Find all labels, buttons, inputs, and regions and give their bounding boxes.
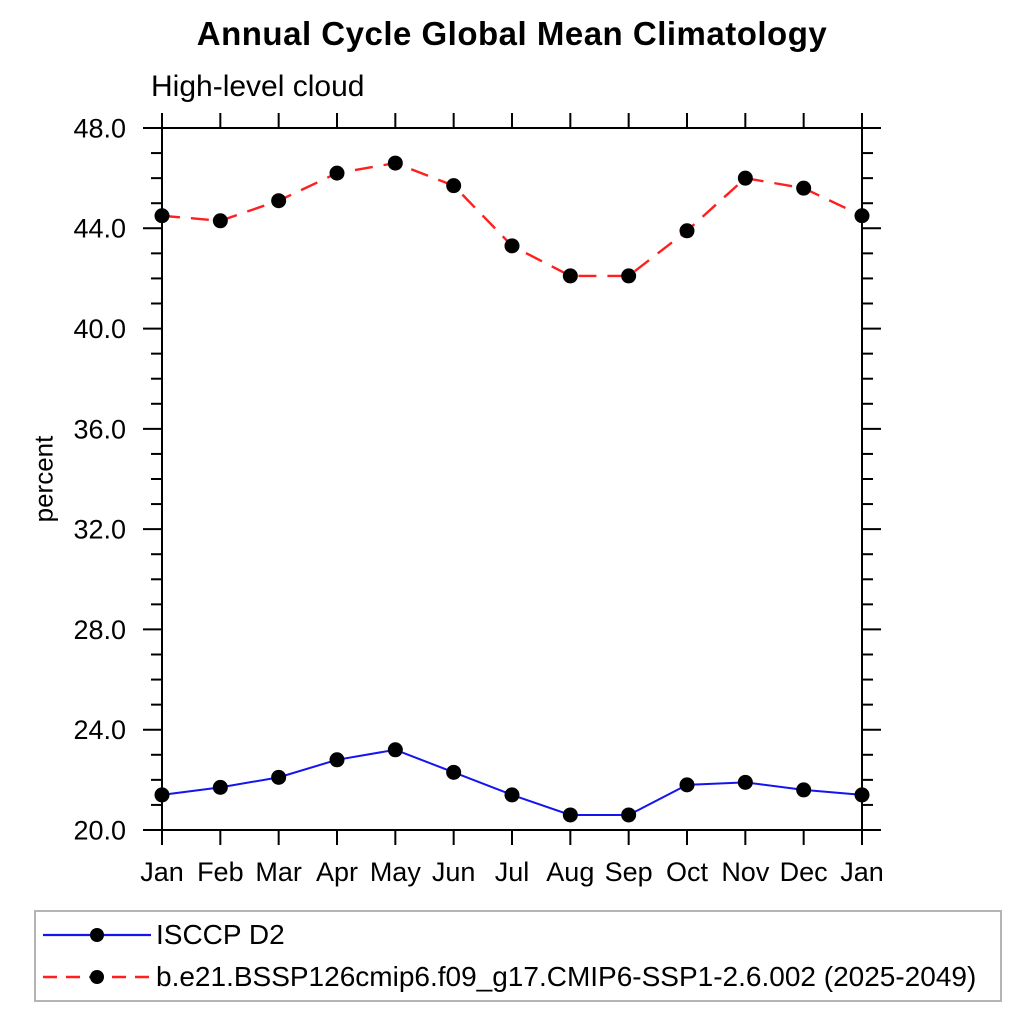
legend-marker-icon <box>90 970 104 985</box>
data-point-series-1 <box>504 238 520 254</box>
x-tick-label: Feb <box>197 857 244 887</box>
data-point-series-1 <box>154 208 170 224</box>
data-point-series-0 <box>621 807 637 823</box>
data-point-series-0 <box>446 764 462 780</box>
x-tick-label: Oct <box>666 857 709 887</box>
data-point-series-0 <box>212 779 228 795</box>
legend-line-sample <box>43 927 151 942</box>
plot-area: Jan Feb Mar Apr May Jun Jul Aug Sep Oct Nov Dec Jan 2… <box>73 113 884 887</box>
y-tick-label: 44.0 <box>73 214 126 244</box>
chart-title: Annual Cycle Global Mean Climatology <box>196 15 828 52</box>
data-point-series-1 <box>621 268 637 284</box>
data-point-series-0 <box>737 774 753 790</box>
data-point-series-0 <box>387 742 403 758</box>
x-tick-label: Sep <box>605 857 653 887</box>
y-tick-label: 20.0 <box>73 815 126 845</box>
legend: ISCCP D2 b.e21.BSSP126cmip6.f09_g17.CMIP6… <box>34 910 1002 1002</box>
data-point-series-1 <box>271 193 287 209</box>
x-tick-label: Aug <box>546 857 594 887</box>
chart-subtitle: High-level cloud <box>151 70 365 103</box>
y-tick-label: 28.0 <box>73 615 126 645</box>
data-point-series-0 <box>329 752 345 768</box>
plot-frame <box>161 127 863 831</box>
data-point-series-1 <box>854 208 870 224</box>
series-line-1 <box>161 161 863 278</box>
data-point-series-1 <box>737 170 753 186</box>
y-tick-label: 24.0 <box>73 715 126 745</box>
legend-label: ISCCP D2 <box>156 918 285 950</box>
legend-line-sample <box>43 970 151 985</box>
x-tick-label: Jun <box>432 857 476 887</box>
x-tick-label: Dec <box>780 857 828 887</box>
data-point-series-1 <box>446 178 462 194</box>
y-tick-label: 32.0 <box>73 515 126 545</box>
y-tick-label: 48.0 <box>73 113 126 143</box>
data-point-series-0 <box>796 782 812 798</box>
x-tick-label: Jan <box>140 857 184 887</box>
legend-item: ISCCP D2 <box>41 915 1000 955</box>
data-point-series-1 <box>679 223 695 239</box>
data-point-series-0 <box>679 777 695 793</box>
data-point-series-1 <box>329 165 345 181</box>
x-tick-label: Nov <box>721 857 770 887</box>
legend-marker-icon <box>90 927 104 942</box>
x-tick-label: Apr <box>316 857 358 887</box>
x-tick-label: Jul <box>495 857 530 887</box>
data-point-series-0 <box>562 807 578 823</box>
data-point-series-0 <box>504 787 520 803</box>
series-line-0 <box>161 748 863 816</box>
data-point-series-0 <box>271 769 287 785</box>
x-tick-label: Jan <box>840 857 884 887</box>
x-tick-label: Mar <box>255 857 302 887</box>
legend-item: b.e21.BSSP126cmip6.f09_g17.CMIP6-SSP1-2.… <box>41 957 1000 997</box>
y-tick-label: 40.0 <box>73 314 126 344</box>
y-tick-label: 36.0 <box>73 414 126 444</box>
data-point-series-0 <box>154 787 170 803</box>
data-point-series-1 <box>562 268 578 284</box>
data-point-series-1 <box>796 180 812 196</box>
data-point-series-0 <box>854 787 870 803</box>
data-point-series-1 <box>212 213 228 229</box>
x-tick-label: May <box>370 857 422 887</box>
data-point-series-1 <box>387 155 403 171</box>
legend-label: b.e21.BSSP126cmip6.f09_g17.CMIP6-SSP1-2.… <box>156 961 977 993</box>
